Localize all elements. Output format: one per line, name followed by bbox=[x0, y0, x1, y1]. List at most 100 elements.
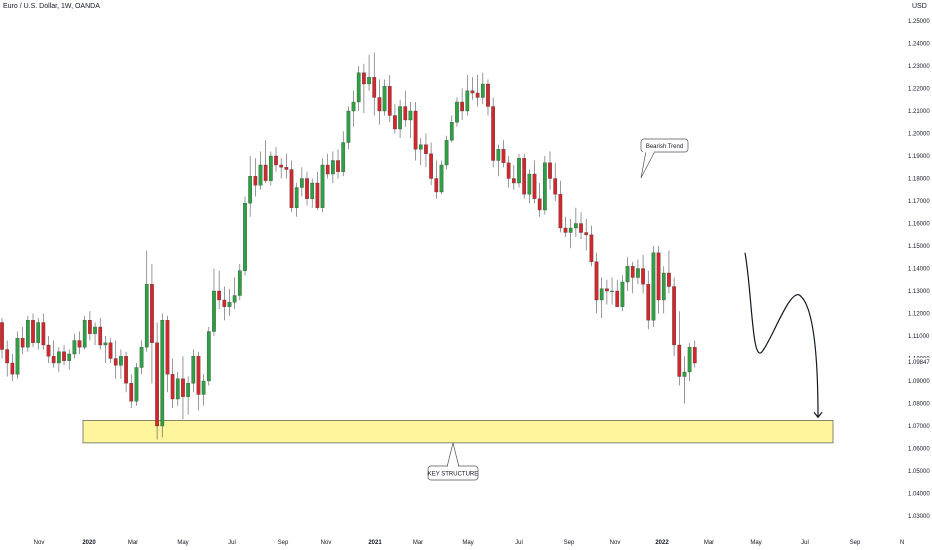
candle-body bbox=[98, 326, 103, 346]
candle-body bbox=[253, 176, 258, 186]
candle-body bbox=[108, 342, 113, 359]
x-tick-label: Sep bbox=[564, 540, 575, 546]
candle-body bbox=[77, 340, 82, 348]
candle-body bbox=[418, 144, 423, 150]
candle bbox=[268, 151, 273, 186]
candle-body bbox=[217, 290, 221, 301]
candle bbox=[687, 342, 692, 381]
candle-body bbox=[620, 281, 625, 307]
candle bbox=[522, 153, 527, 199]
y-axis[interactable]: 1.03000 1.04000 1.05000 1.06000 1.07000 1.080… bbox=[906, 19, 930, 520]
candle-body bbox=[160, 320, 165, 427]
candle bbox=[88, 311, 92, 341]
candle-body bbox=[636, 268, 640, 278]
candle-body bbox=[191, 356, 196, 384]
candle bbox=[144, 250, 149, 352]
key-structure-zone bbox=[82, 420, 834, 444]
candle bbox=[641, 255, 645, 294]
bearish-trend-callout[interactable]: Bearish Trend bbox=[640, 138, 689, 179]
candle bbox=[181, 356, 185, 420]
candle-body bbox=[15, 338, 20, 375]
candle-body bbox=[150, 284, 154, 343]
candle-body bbox=[341, 142, 346, 172]
candle-body bbox=[0, 322, 4, 350]
candle bbox=[537, 183, 542, 217]
x-tick-label: May bbox=[750, 540, 761, 546]
candle-body bbox=[543, 162, 547, 211]
candle bbox=[563, 216, 568, 237]
candle bbox=[496, 144, 501, 177]
candle bbox=[372, 52, 377, 116]
candle-body bbox=[331, 160, 335, 175]
candle-body bbox=[201, 380, 206, 395]
y-tick-label: 1.22000 bbox=[908, 87, 930, 93]
candle bbox=[630, 261, 635, 294]
candle bbox=[77, 331, 82, 354]
x-tick-label: Nov bbox=[610, 540, 621, 546]
candle-body bbox=[594, 261, 599, 301]
candle bbox=[41, 313, 46, 350]
x-tick-label: Jul bbox=[228, 540, 236, 546]
candle bbox=[160, 313, 165, 438]
y-tick-label: 1.08000 bbox=[908, 402, 930, 408]
candle-body bbox=[367, 77, 371, 85]
candle bbox=[175, 372, 180, 406]
candle bbox=[253, 158, 258, 197]
candle bbox=[367, 54, 371, 91]
candle bbox=[506, 156, 511, 188]
candle bbox=[682, 356, 687, 404]
candle-body bbox=[527, 173, 532, 195]
candle-body bbox=[661, 272, 666, 301]
candle-body bbox=[553, 178, 558, 195]
candle-body bbox=[429, 153, 433, 179]
candle bbox=[336, 149, 340, 179]
candle-body bbox=[289, 169, 294, 208]
candle bbox=[501, 140, 506, 168]
candle bbox=[320, 158, 325, 213]
candle-body bbox=[548, 162, 552, 179]
key-structure-zone-layer bbox=[82, 420, 834, 444]
key-structure-callout[interactable]: KEY STRUCTURE bbox=[427, 442, 479, 481]
candle-body bbox=[258, 164, 263, 186]
candle-body bbox=[325, 164, 330, 175]
candle-body bbox=[170, 374, 175, 400]
candle bbox=[460, 88, 464, 120]
projection-path[interactable] bbox=[744, 252, 823, 419]
candle-body bbox=[449, 122, 454, 141]
y-tick-label: 1.23000 bbox=[908, 64, 930, 70]
x-tick-label: May bbox=[462, 540, 473, 546]
candle bbox=[346, 106, 351, 150]
candle-body bbox=[25, 320, 30, 348]
candle-body bbox=[537, 198, 542, 211]
x-tick-label: Nov bbox=[321, 540, 332, 546]
candle bbox=[486, 79, 490, 116]
candle bbox=[191, 349, 196, 393]
x-tick-label: N bbox=[900, 540, 904, 546]
candle bbox=[150, 264, 154, 384]
x-axis[interactable]: Nov 2020 Mar May Jul Sep Nov 2021 Mar May Jul Sep No… bbox=[34, 540, 905, 546]
callout-join bbox=[448, 465, 458, 468]
candle-body bbox=[393, 115, 397, 130]
candle bbox=[558, 180, 563, 233]
candle bbox=[5, 340, 10, 377]
candle bbox=[615, 279, 620, 307]
candle bbox=[57, 347, 61, 372]
candle bbox=[610, 277, 614, 305]
y-tick-label: 1.19000 bbox=[908, 154, 930, 160]
candle bbox=[470, 77, 475, 100]
candle bbox=[548, 151, 552, 190]
candle bbox=[62, 345, 66, 366]
candle-body bbox=[139, 347, 144, 368]
candle-body bbox=[206, 331, 211, 382]
candle-body bbox=[517, 158, 521, 184]
candle-body bbox=[496, 149, 501, 161]
candle-body bbox=[511, 178, 516, 184]
candle-body bbox=[248, 176, 253, 204]
candle bbox=[341, 131, 346, 177]
candle-body bbox=[444, 140, 449, 166]
candle bbox=[274, 147, 278, 172]
candle bbox=[351, 90, 356, 127]
y-tick-label: 1.14000 bbox=[908, 267, 930, 273]
candle bbox=[656, 246, 661, 314]
